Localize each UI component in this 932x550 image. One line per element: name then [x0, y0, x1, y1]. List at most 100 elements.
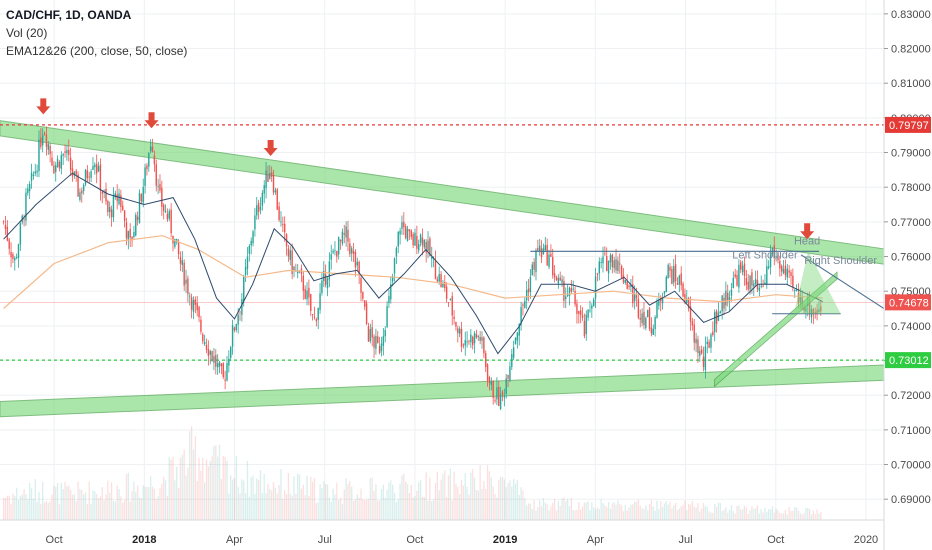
- volume-bar: [807, 507, 809, 520]
- volume-bar: [788, 506, 790, 520]
- candle-body: [12, 254, 14, 259]
- candle-body: [311, 314, 314, 315]
- volume-bar: [393, 492, 396, 520]
- volume-bar: [753, 508, 755, 520]
- volume-bar: [291, 495, 293, 520]
- volume-bar: [660, 501, 662, 520]
- candle-body: [235, 323, 238, 330]
- candle-body: [464, 340, 466, 346]
- candle-body: [317, 307, 319, 320]
- y-tick-label: 0.77000: [891, 217, 931, 229]
- volume-bar: [109, 492, 111, 520]
- candle-body: [667, 264, 669, 279]
- candle-body: [17, 244, 20, 259]
- candle-body: [118, 193, 120, 204]
- volume-bar: [749, 510, 751, 520]
- volume-bar: [207, 466, 210, 520]
- volume-bar: [338, 500, 340, 520]
- candle-body: [494, 400, 496, 402]
- volume-bar: [466, 486, 468, 520]
- candle-body: [676, 283, 679, 285]
- candle-body: [367, 326, 370, 342]
- volume-bar: [176, 466, 178, 520]
- candle-body: [114, 193, 117, 198]
- volume-bar: [362, 499, 364, 520]
- volume-bar: [485, 489, 487, 520]
- candle-body: [323, 271, 325, 282]
- volume-bar: [730, 505, 733, 520]
- candle-body: [328, 261, 331, 280]
- volume-bar: [200, 470, 202, 520]
- volume-bar: [462, 485, 465, 520]
- candle-body: [812, 308, 815, 315]
- candle-body: [525, 290, 528, 301]
- volume-bar: [365, 499, 368, 520]
- candle-body: [613, 260, 615, 269]
- symbol-line[interactable]: CAD/CHF, 1D, OANDA: [6, 8, 132, 22]
- candle-body: [399, 230, 401, 235]
- volume-bar: [10, 503, 12, 520]
- candle-body: [58, 162, 61, 169]
- volume-bar: [319, 484, 321, 520]
- peak-arrow-icon: [36, 98, 51, 115]
- candle-body: [710, 334, 712, 348]
- volume-bar: [816, 509, 818, 520]
- candle-body: [520, 306, 522, 325]
- candle-body: [708, 341, 710, 348]
- volume-bar: [414, 496, 416, 520]
- candle-body: [36, 170, 38, 173]
- candle-body: [55, 165, 57, 172]
- candle-body: [674, 264, 677, 282]
- candle-body: [537, 247, 539, 251]
- candle-body: [624, 280, 627, 283]
- volume-bar: [42, 481, 44, 520]
- candle-body: [79, 192, 81, 200]
- candle-body: [326, 278, 329, 289]
- volume-bar: [289, 493, 291, 520]
- volume-bar: [583, 502, 586, 520]
- volume-bar: [75, 501, 77, 520]
- volume-bar: [34, 479, 36, 520]
- candle-body: [641, 313, 643, 324]
- volume-bar: [682, 504, 684, 520]
- volume-bar: [282, 498, 284, 520]
- volume-bar: [215, 445, 217, 520]
- candle-body: [278, 206, 280, 221]
- candle-body: [41, 135, 44, 146]
- volume-bar: [302, 484, 304, 520]
- volume-bar: [529, 503, 532, 520]
- candle-body: [237, 314, 239, 325]
- volume-bar: [706, 506, 708, 520]
- candle-body: [712, 331, 714, 336]
- candle-body: [585, 314, 587, 334]
- volume-indicator-label[interactable]: Vol (20): [6, 26, 48, 40]
- candle-body: [375, 336, 377, 349]
- volume-bar: [324, 484, 327, 520]
- volume-bar: [546, 504, 548, 520]
- candle-body: [561, 279, 563, 283]
- volume-bar: [661, 506, 664, 520]
- volume-bar: [181, 454, 183, 520]
- candle-body: [68, 149, 70, 155]
- candle-body: [673, 266, 675, 283]
- candle-body: [228, 358, 230, 366]
- candle-body: [231, 325, 234, 347]
- candle-body: [82, 185, 85, 192]
- volume-bar: [97, 498, 100, 520]
- ema-indicator-label[interactable]: EMA12&26 (200, close, 50, close): [6, 44, 188, 58]
- candle-body: [243, 276, 245, 302]
- candle-body: [511, 354, 513, 367]
- candle-body: [699, 350, 701, 356]
- volume-bar: [198, 457, 200, 520]
- candle-body: [256, 205, 258, 216]
- candle-body: [339, 239, 342, 242]
- candle-body: [499, 394, 502, 409]
- volume-bar: [252, 475, 254, 520]
- candle-body: [270, 172, 273, 177]
- volume-bar: [464, 473, 466, 520]
- candle-body: [425, 241, 427, 253]
- volume-bar: [619, 503, 621, 520]
- peak-arrow-icon: [263, 140, 278, 156]
